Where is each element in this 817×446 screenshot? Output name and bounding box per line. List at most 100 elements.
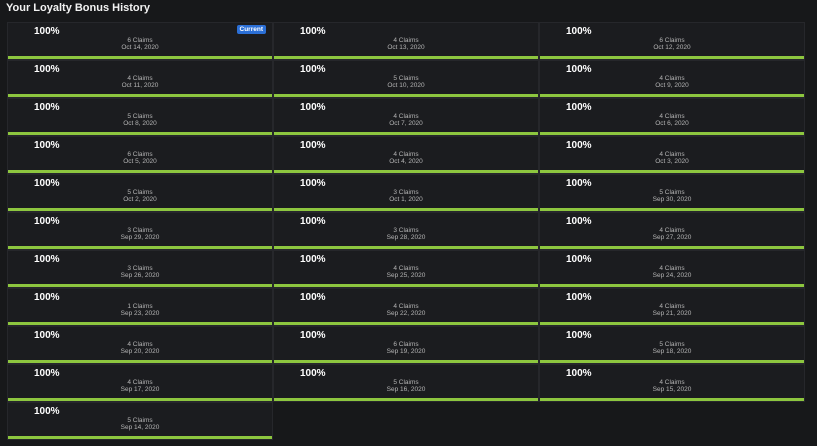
progress-bar: [540, 208, 804, 211]
bonus-card: 100% 5 Claims Oct 10, 2020: [273, 60, 539, 98]
bonus-card: 100% 4 Claims Oct 7, 2020: [273, 98, 539, 136]
bonus-card: 100% 1 Claims Sep 23, 2020: [7, 288, 273, 326]
bonus-card: 100% 6 Claims Oct 5, 2020: [7, 136, 273, 174]
percent: 100%: [566, 330, 592, 341]
percent: 100%: [566, 178, 592, 189]
progress-bar: [274, 208, 538, 211]
bonus-card: 100% 3 Claims Sep 26, 2020: [7, 250, 273, 288]
progress-bar: [540, 246, 804, 249]
bonus-card: 100% 3 Claims Sep 28, 2020: [273, 212, 539, 250]
claims: 4 Claims: [127, 379, 153, 386]
bonus-card: 100% 4 Claims Sep 15, 2020: [539, 364, 805, 402]
claims: 4 Claims: [659, 303, 685, 310]
progress-bar: [274, 170, 538, 173]
progress-bar: [540, 94, 804, 97]
progress-bar: [8, 170, 272, 173]
progress-bar: [8, 94, 272, 97]
percent: 100%: [34, 102, 60, 113]
claims: 4 Claims: [659, 75, 685, 82]
date: Sep 18, 2020: [652, 348, 692, 355]
claims: 4 Claims: [393, 113, 419, 120]
progress-bar: [274, 94, 538, 97]
bonus-card: 100% 4 Claims Oct 3, 2020: [539, 136, 805, 174]
claims: 3 Claims: [393, 189, 419, 196]
claims: 4 Claims: [659, 379, 685, 386]
claims: 5 Claims: [127, 417, 153, 424]
bonus-card: 100% 4 Claims Oct 9, 2020: [539, 60, 805, 98]
progress-bar: [540, 322, 804, 325]
claims: 4 Claims: [393, 265, 419, 272]
date: Oct 1, 2020: [389, 196, 423, 203]
date: Oct 9, 2020: [655, 82, 689, 89]
bonus-card: 100% 4 Claims Sep 21, 2020: [539, 288, 805, 326]
date: Oct 5, 2020: [123, 158, 157, 165]
progress-bar: [8, 398, 272, 401]
percent: 100%: [34, 254, 60, 265]
claims: 5 Claims: [393, 379, 419, 386]
progress-bar: [8, 360, 272, 363]
date: Oct 12, 2020: [653, 44, 691, 51]
percent: 100%: [300, 178, 326, 189]
progress-bar: [274, 246, 538, 249]
bonus-card: 100% 4 Claims Sep 25, 2020: [273, 250, 539, 288]
claims: 4 Claims: [659, 227, 685, 234]
claims: 1 Claims: [127, 303, 153, 310]
bonus-card: 100% 5 Claims Sep 30, 2020: [539, 174, 805, 212]
page-title: Your Loyalty Bonus History: [6, 2, 151, 14]
bonus-card: 100% 5 Claims Oct 2, 2020: [7, 174, 273, 212]
date: Sep 29, 2020: [120, 234, 160, 241]
progress-bar: [540, 170, 804, 173]
claims: 6 Claims: [659, 37, 685, 44]
bonus-card: 100% 5 Claims Sep 14, 2020: [7, 402, 273, 440]
date: Sep 20, 2020: [120, 348, 160, 355]
history-grid: 100% 6 Claims Oct 14, 2020 Current 100% 4 Cla…: [7, 22, 805, 440]
progress-bar: [8, 56, 272, 59]
progress-bar: [8, 436, 272, 439]
bonus-card: 100% 5 Claims Oct 8, 2020: [7, 98, 273, 136]
date: Sep 21, 2020: [652, 310, 692, 317]
bonus-card: 100% 4 Claims Sep 20, 2020: [7, 326, 273, 364]
percent: 100%: [566, 254, 592, 265]
bonus-card: 100% 4 Claims Oct 6, 2020: [539, 98, 805, 136]
date: Oct 14, 2020: [121, 44, 159, 51]
date: Sep 23, 2020: [120, 310, 160, 317]
date: Oct 4, 2020: [389, 158, 423, 165]
percent: 100%: [300, 216, 326, 227]
date: Oct 3, 2020: [655, 158, 689, 165]
claims: 6 Claims: [393, 341, 419, 348]
claims: 4 Claims: [393, 37, 419, 44]
bonus-card: 100% 3 Claims Sep 29, 2020: [7, 212, 273, 250]
percent: 100%: [34, 26, 60, 37]
date: Sep 17, 2020: [120, 386, 160, 393]
progress-bar: [274, 284, 538, 287]
bonus-card: 100% 6 Claims Sep 19, 2020: [273, 326, 539, 364]
claims: 5 Claims: [127, 113, 153, 120]
bonus-card: 100% 3 Claims Oct 1, 2020: [273, 174, 539, 212]
claims: 4 Claims: [659, 151, 685, 158]
progress-bar: [8, 246, 272, 249]
date: Oct 10, 2020: [387, 82, 425, 89]
progress-bar: [8, 322, 272, 325]
percent: 100%: [300, 254, 326, 265]
date: Oct 6, 2020: [655, 120, 689, 127]
progress-bar: [540, 360, 804, 363]
bonus-card: 100% 6 Claims Oct 12, 2020: [539, 22, 805, 60]
percent: 100%: [34, 368, 60, 379]
date: Sep 30, 2020: [652, 196, 692, 203]
progress-bar: [274, 322, 538, 325]
claims: 3 Claims: [127, 227, 153, 234]
percent: 100%: [566, 368, 592, 379]
percent: 100%: [566, 102, 592, 113]
percent: 100%: [566, 292, 592, 303]
date: Oct 11, 2020: [121, 82, 159, 89]
claims: 5 Claims: [393, 75, 419, 82]
bonus-card: 100% 5 Claims Sep 18, 2020: [539, 326, 805, 364]
date: Sep 25, 2020: [386, 272, 426, 279]
bonus-card: 100% 4 Claims Sep 17, 2020: [7, 364, 273, 402]
percent: 100%: [34, 178, 60, 189]
percent: 100%: [300, 368, 326, 379]
percent: 100%: [300, 292, 326, 303]
percent: 100%: [300, 26, 326, 37]
progress-bar: [8, 284, 272, 287]
